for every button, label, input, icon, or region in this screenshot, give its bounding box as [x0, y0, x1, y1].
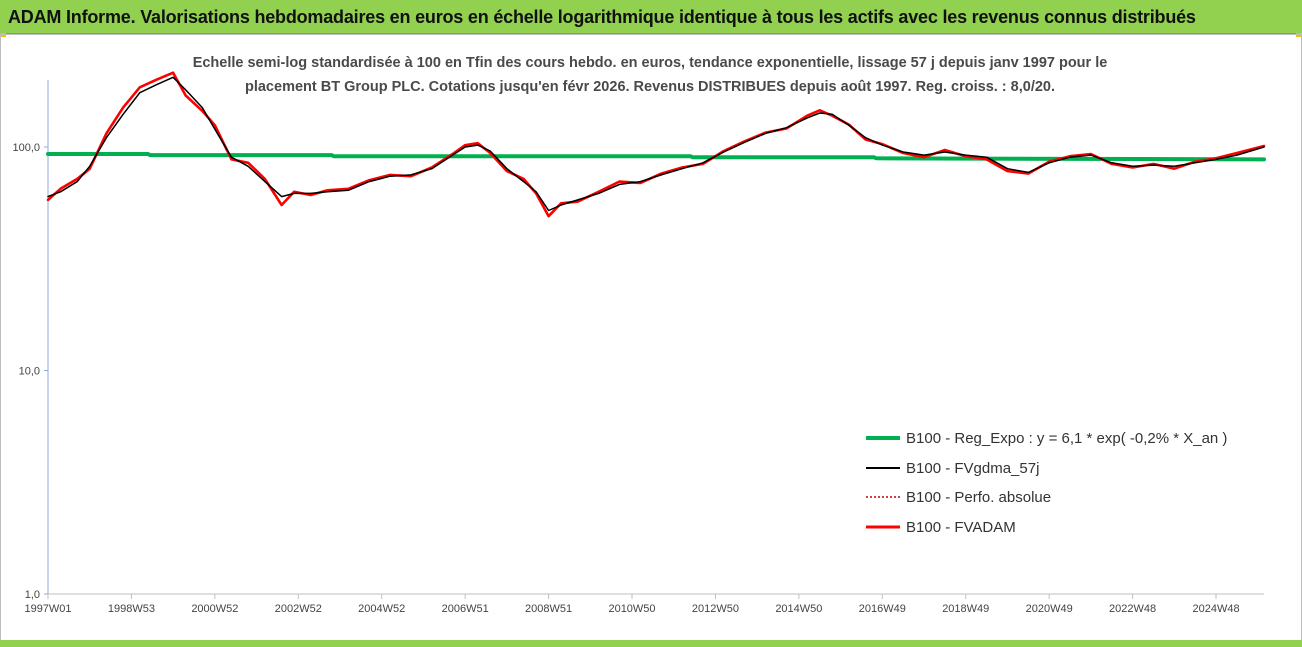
- x-tick-label: 2016W49: [859, 603, 906, 615]
- x-tick-label: 2004W52: [358, 603, 405, 615]
- x-tick-label: 2020W49: [1026, 603, 1073, 615]
- series-line-1: [47, 76, 1265, 212]
- legend-label-1: B100 - FVgdma_57j: [906, 460, 1039, 477]
- x-tick-label: 1997W01: [24, 603, 71, 615]
- page-title: ADAM Informe. Valorisations hebdomadaire…: [8, 7, 1196, 27]
- y-tick-label: 10,0: [19, 366, 40, 378]
- y-tick-label: 100,0: [12, 142, 40, 154]
- legend-label-3: B100 - FVADAM: [906, 519, 1016, 536]
- corner-marker-left: [0, 33, 6, 37]
- x-tick-label: 2006W51: [442, 603, 489, 615]
- x-tick-label: 2024W48: [1192, 603, 1239, 615]
- series-line-3: [46, 71, 1266, 218]
- header-bar: ADAM Informe. Valorisations hebdomadaire…: [0, 0, 1302, 34]
- chart-title-line1: Echelle semi-log standardisée à 100 en T…: [192, 55, 1108, 71]
- x-tick-label: 2012W50: [692, 603, 739, 615]
- x-tick-label: 1998W53: [108, 603, 155, 615]
- legend-label-2: B100 - Perfo. absolue: [906, 489, 1051, 506]
- x-tick-label: 2002W52: [275, 603, 322, 615]
- x-tick-label: 2008W51: [525, 603, 572, 615]
- bottom-bar: [0, 640, 1302, 647]
- x-tick-label: 2022W48: [1109, 603, 1156, 615]
- chart-title-line2: placement BT Group PLC. Cotations jusqu'…: [244, 79, 1056, 95]
- y-tick-label: 1,0: [25, 589, 40, 601]
- x-tick-label: 2010W50: [608, 603, 655, 615]
- x-tick-label: 2014W50: [775, 603, 822, 615]
- series-line-0: [46, 152, 1266, 162]
- x-tick-label: 2018W49: [942, 603, 989, 615]
- corner-marker-right: [1296, 33, 1302, 37]
- legend-label-0: B100 - Reg_Expo : y = 6,1 * exp( -0,2% *…: [906, 430, 1227, 447]
- x-tick-label: 2000W52: [191, 603, 238, 615]
